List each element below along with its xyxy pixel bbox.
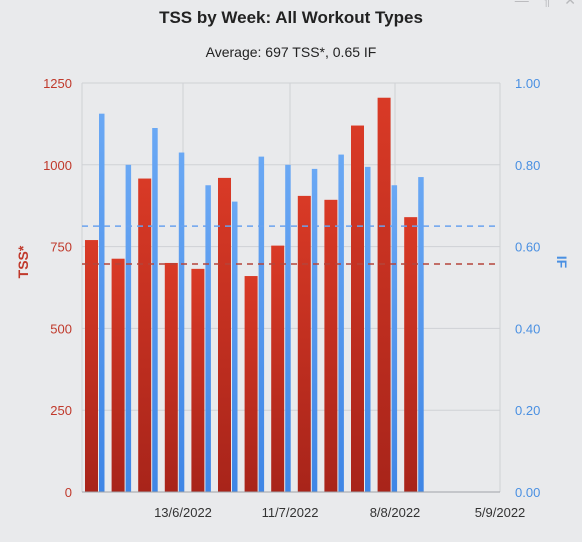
y-tick-right: 0.00 — [515, 485, 540, 500]
if-bar[interactable] — [311, 168, 318, 492]
y-tick-right: 0.20 — [515, 403, 540, 418]
tss-bar[interactable] — [297, 195, 311, 492]
tss-bar[interactable] — [191, 268, 205, 492]
tss-bar[interactable] — [111, 258, 125, 492]
if-bar[interactable] — [178, 152, 185, 492]
y-tick-left: 250 — [50, 403, 72, 418]
y-tick-left: 750 — [50, 240, 72, 255]
y-tick-right: 1.00 — [515, 76, 540, 91]
tss-bar[interactable] — [138, 178, 152, 492]
window-controls: — ¶ ✕ — [515, 0, 576, 8]
if-bar[interactable] — [391, 185, 398, 492]
tss-bar[interactable] — [351, 125, 364, 492]
tss-bar[interactable] — [218, 177, 231, 492]
if-bar[interactable] — [152, 127, 158, 493]
if-bar[interactable] — [125, 164, 132, 493]
y-tick-left: 0 — [65, 485, 72, 500]
tss-bar[interactable] — [85, 240, 98, 492]
if-bar[interactable] — [232, 201, 238, 493]
chart-title: TSS by Week: All Workout Types — [159, 8, 423, 27]
axes: 0 250 500 750 1000 1250 0.00 0.20 0.40 0.60 0.80 1.… — [43, 76, 540, 520]
if-bar[interactable] — [99, 113, 105, 493]
if-bar[interactable] — [418, 177, 424, 492]
tss-bar[interactable] — [271, 245, 285, 492]
x-tick: 5/9/2022 — [475, 505, 526, 520]
y-tick-left: 500 — [50, 321, 72, 336]
tss-bar[interactable] — [244, 276, 258, 492]
bars — [85, 97, 424, 493]
x-tick: 8/8/2022 — [370, 505, 421, 520]
if-bar[interactable] — [205, 185, 211, 492]
tss-bar[interactable] — [377, 97, 391, 492]
y-tick-left: 1250 — [43, 76, 72, 91]
tss-bar[interactable] — [404, 217, 418, 493]
close-icon[interactable]: ✕ — [564, 0, 576, 8]
if-bar[interactable] — [365, 166, 371, 492]
if-bar[interactable] — [285, 164, 291, 493]
y-tick-right: 0.80 — [515, 158, 540, 173]
chart-subtitle: Average: 697 TSS*, 0.65 IF — [205, 44, 377, 60]
y-axis-label-left: TSS* — [15, 245, 31, 278]
x-tick: 11/7/2022 — [262, 505, 319, 520]
if-bar[interactable] — [338, 154, 344, 492]
average-lines — [82, 225, 500, 265]
info-icon[interactable]: ¶ — [542, 0, 551, 8]
minimize-icon[interactable]: — — [514, 0, 529, 8]
y-tick-right: 0.60 — [515, 240, 540, 255]
y-tick-left: 1000 — [43, 158, 72, 173]
y-tick-right: 0.40 — [515, 321, 540, 336]
if-bar[interactable] — [258, 156, 265, 492]
x-tick: 13/6/2022 — [154, 505, 212, 520]
tss-bar[interactable] — [324, 199, 338, 492]
y-axis-label-right: IF — [554, 256, 570, 269]
tss-bar[interactable] — [164, 262, 178, 492]
